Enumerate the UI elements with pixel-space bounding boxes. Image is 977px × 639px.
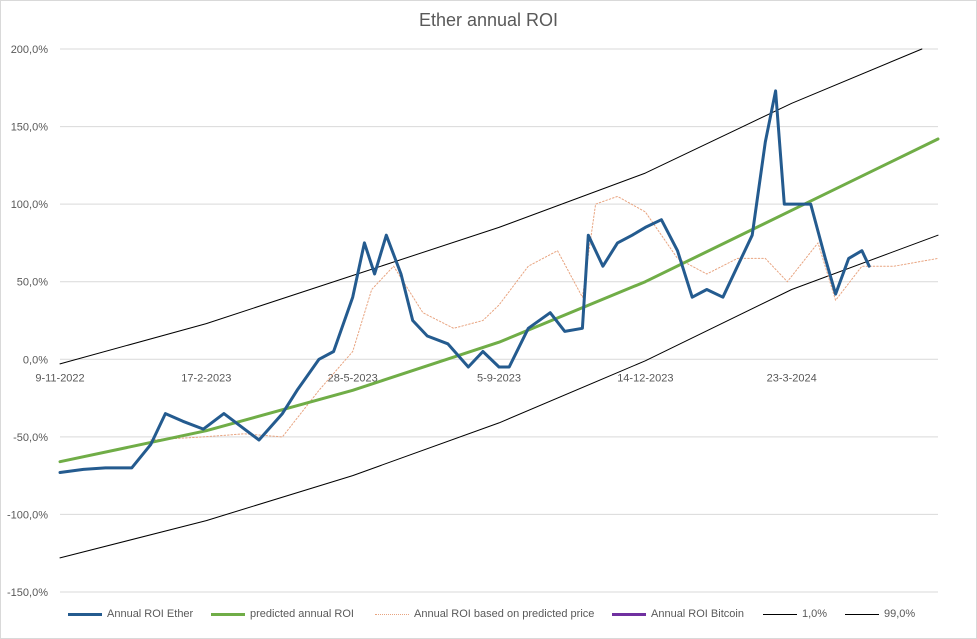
series-line-1 — [58, 137, 940, 464]
legend-item-roi-predicted-price: Annual ROI based on predicted price — [375, 608, 594, 620]
x-tick-label: 9-11-2022 — [35, 372, 84, 384]
series-line-2 — [150, 195, 939, 441]
x-tick-label: 17-2-2023 — [181, 372, 231, 384]
legend-item-roi-bitcoin: Annual ROI Bitcoin — [612, 608, 744, 620]
x-tick-label: 23-3-2024 — [767, 372, 817, 384]
legend-label-predicted-roi: predicted annual ROI — [250, 608, 354, 620]
y-tick-label: 200,0% — [11, 44, 49, 56]
legend-swatch-p1 — [763, 613, 797, 615]
chart-legend: Annual ROI Ether predicted annual ROI An… — [0, 608, 977, 628]
y-tick-label: 50,0% — [17, 277, 48, 289]
legend-label-roi-predicted-price: Annual ROI based on predicted price — [414, 608, 595, 620]
x-tick-label: 5-9-2023 — [477, 372, 521, 384]
y-tick-label: -50,0% — [13, 432, 48, 444]
y-tick-label: 150,0% — [11, 122, 49, 134]
legend-swatch-predicted-roi — [211, 612, 245, 616]
series-line-5 — [59, 48, 923, 365]
y-tick-label: -100,0% — [7, 509, 48, 521]
legend-label-roi-ether: Annual ROI Ether — [107, 608, 194, 620]
legend-item-p99: 99,0% — [845, 608, 915, 620]
x-tick-label: 14-12-2023 — [617, 372, 673, 384]
y-tick-label: 100,0% — [11, 199, 49, 211]
legend-item-roi-ether: Annual ROI Ether — [68, 608, 193, 620]
series-line-4 — [59, 234, 939, 559]
legend-swatch-roi-ether — [68, 612, 102, 616]
legend-item-p1: 1,0% — [763, 608, 827, 620]
legend-label-roi-bitcoin: Annual ROI Bitcoin — [651, 608, 744, 620]
legend-item-predicted-roi: predicted annual ROI — [211, 608, 354, 620]
legend-swatch-roi-predicted-price — [375, 613, 409, 615]
legend-swatch-roi-bitcoin — [612, 612, 646, 616]
x-tick-label: 28-5-2023 — [328, 372, 378, 384]
legend-label-p99: 99,0% — [884, 608, 916, 620]
series-line-0 — [58, 89, 871, 474]
legend-label-p1: 1,0% — [802, 608, 828, 620]
chart-title: Ether annual ROI — [418, 10, 559, 30]
y-tick-label: -150,0% — [7, 587, 48, 599]
y-tick-label: 0,0% — [23, 354, 48, 366]
legend-swatch-p99 — [845, 613, 879, 615]
